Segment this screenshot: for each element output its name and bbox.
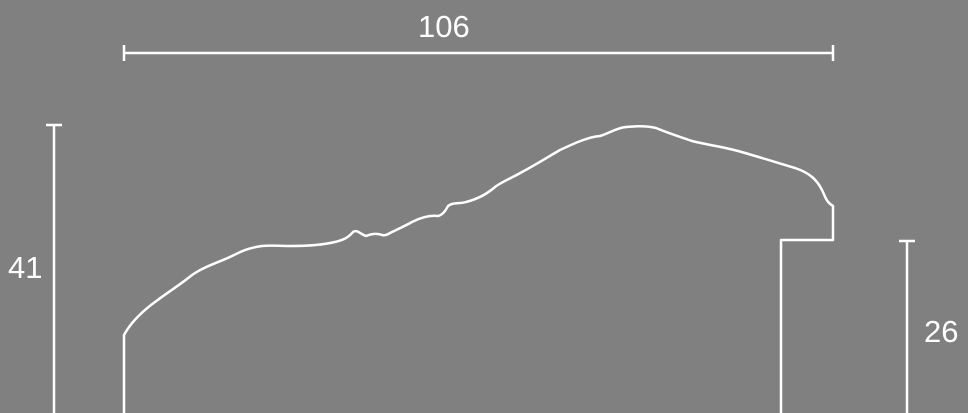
height-label: 41 (8, 250, 43, 285)
rebate-dimension-line (899, 239, 915, 413)
frame-profile-outline (122, 125, 835, 413)
rebate-height-label: 26 (924, 314, 959, 349)
height-dimension-line (46, 123, 62, 413)
width-dimension-line (122, 45, 835, 61)
width-label: 106 (418, 9, 470, 44)
